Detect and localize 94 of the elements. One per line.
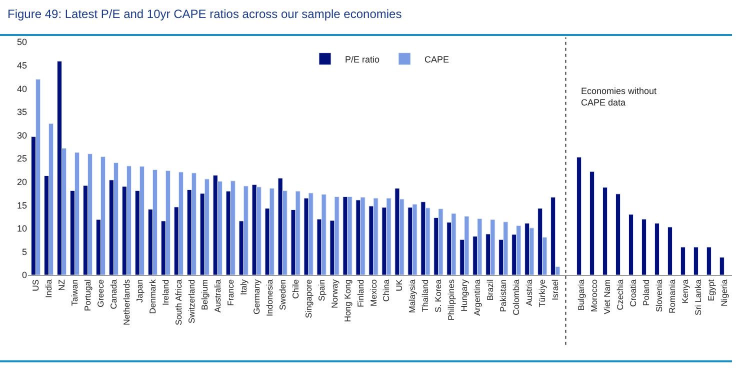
- x-tick-label: Croatia: [628, 279, 638, 307]
- y-tick-label: 40: [16, 84, 27, 94]
- bar: [706, 246, 712, 275]
- x-tick-label: Brazil: [485, 279, 496, 301]
- x-tick-label: Egypt: [706, 278, 716, 302]
- x-tick-label: France: [225, 279, 236, 306]
- x-tick-label: Sweden: [277, 279, 288, 310]
- x-tick-label: Mexico: [368, 279, 378, 306]
- x-tick-label: Bulgaria: [576, 279, 586, 311]
- x-tick-label: Germany: [251, 278, 262, 314]
- legend-label: P/E ratio: [345, 54, 380, 64]
- x-tick-label: Poland: [641, 279, 652, 306]
- x-tick-label: Canada: [108, 279, 118, 310]
- bar: [680, 246, 686, 275]
- y-tick-label: 30: [16, 130, 27, 140]
- y-tick-label: 35: [16, 107, 27, 118]
- x-tick-label: Singapore: [303, 279, 314, 318]
- bar: [616, 194, 621, 275]
- annotation: Economies without CAPE data: [581, 86, 658, 108]
- y-tick-label: 20: [16, 176, 27, 187]
- bar: [693, 246, 698, 275]
- bar: [524, 223, 530, 275]
- bar: [654, 223, 660, 275]
- bar: [719, 257, 724, 275]
- x-tick-label: Argentina: [472, 279, 482, 316]
- bar: [178, 172, 184, 275]
- bar: [628, 214, 634, 275]
- x-tick-label: Romania: [667, 279, 678, 314]
- x-tick-label: Czechia: [615, 279, 626, 310]
- x-tick-label: Spain: [316, 279, 326, 302]
- x-tick-label: Sri Lanka: [692, 279, 703, 316]
- x-tick-label: Morocco: [589, 279, 600, 312]
- bar: [641, 218, 647, 275]
- x-tick-label: Denmark: [147, 278, 158, 314]
- legend-label: CAPE: [424, 54, 450, 64]
- x-tick-label: Türkiye: [537, 279, 548, 308]
- x-tick-label: Hong Kong: [342, 279, 352, 322]
- y-tick-label: 0: [22, 270, 27, 280]
- x-tick-label: Chile: [290, 279, 300, 299]
- bar: [113, 162, 119, 275]
- y-tick-label: 45: [16, 60, 27, 70]
- x-tick-label: UK: [394, 279, 404, 292]
- x-tick-label: Israel: [550, 279, 560, 300]
- y-tick-label: 15: [16, 200, 27, 210]
- y-tick-label: 25: [16, 154, 27, 164]
- x-tick-label: Malaysia: [407, 279, 418, 313]
- bar: [230, 180, 236, 275]
- bar: [100, 156, 106, 275]
- y-tick-label: 50: [16, 37, 27, 48]
- bar: [152, 169, 158, 275]
- x-tick-label: NZ: [56, 279, 67, 291]
- bar: [590, 171, 595, 275]
- x-tick-label: Australia: [212, 279, 222, 312]
- bar: [667, 226, 672, 275]
- bar: [126, 166, 132, 275]
- x-tick-label: S. Korea: [433, 279, 444, 312]
- x-tick-label: China: [381, 279, 392, 302]
- bar: [576, 156, 582, 275]
- x-tick-label: Austria: [524, 279, 534, 306]
- bar: [191, 172, 196, 275]
- x-tick-label: Switzerland: [186, 279, 196, 324]
- x-tick-label: Norway: [329, 278, 340, 308]
- x-tick-label: Slovenia: [654, 279, 664, 312]
- x-tick-label: Greece: [96, 279, 106, 308]
- x-tick-label: Hungary: [459, 278, 470, 312]
- bar: [550, 196, 556, 275]
- x-tick-label: Portugal: [82, 279, 93, 312]
- x-tick-label: Pakistan: [498, 279, 508, 312]
- x-tick-label: Thailand: [420, 279, 430, 312]
- bar: [204, 178, 210, 275]
- x-tick-label: Philippines: [446, 279, 456, 321]
- x-tick-label: India: [44, 279, 54, 298]
- bar: [165, 170, 170, 275]
- x-tick-label: Netherlands: [121, 279, 132, 326]
- x-tick-label: Italy: [238, 278, 248, 295]
- x-tick-label: Japan: [134, 279, 144, 303]
- x-tick-label: South Africa: [173, 279, 184, 326]
- chart-title: Figure 49: Latest P/E and 10yr CAPE ratios across our sample economies: [8, 6, 402, 21]
- x-tick-label: Viet Nam: [602, 279, 612, 314]
- x-tick-label: Ireland: [160, 279, 170, 306]
- x-tick-label: Finland: [355, 279, 366, 308]
- x-tick-label: Belgium: [199, 279, 210, 310]
- x-tick-label: Nigeria: [718, 279, 729, 306]
- bar: [602, 187, 608, 275]
- x-tick-label: Kenya: [680, 279, 690, 304]
- x-tick-label: Colombia: [511, 279, 522, 316]
- x-tick-label: US: [30, 279, 41, 292]
- x-tick-label: Taiwan: [70, 279, 80, 306]
- bar: [538, 208, 543, 275]
- y-tick-label: 5: [22, 246, 27, 257]
- bar: [139, 166, 144, 275]
- y-tick-label: 10: [16, 224, 27, 234]
- bar: [56, 60, 62, 275]
- x-tick-label: Indonesia: [264, 279, 274, 316]
